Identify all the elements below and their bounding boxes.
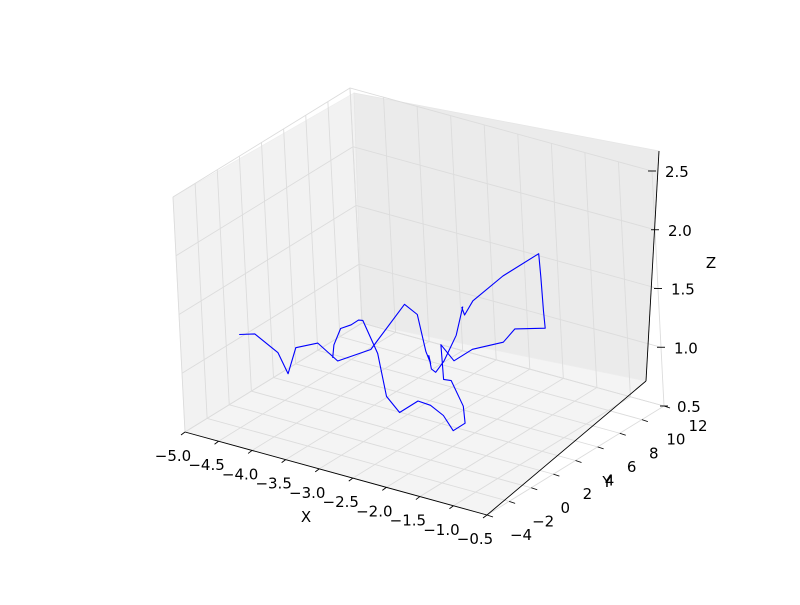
x-tick-label: −3.5 [255, 475, 291, 493]
y-tick-label: −2 [532, 512, 554, 530]
z-tick-label: 1.5 [671, 281, 695, 299]
y-tick [597, 446, 604, 450]
z-grid-line [178, 205, 659, 315]
x-tick-label: −0.5 [457, 530, 493, 548]
x-tick [482, 514, 488, 519]
x-tick [214, 440, 219, 445]
x-tick [415, 496, 421, 500]
y-tick [575, 460, 582, 463]
x-tick [382, 486, 387, 491]
y-tick-label: 4 [605, 472, 615, 490]
y-tick-label: 12 [688, 417, 707, 435]
x-tick [281, 459, 286, 464]
y-tick-label: 6 [627, 458, 637, 476]
x-tick [449, 505, 454, 510]
x-tick [348, 477, 354, 482]
z-grid-line [172, 87, 653, 198]
x-tick-label: −4.0 [222, 465, 258, 483]
x-axis-label: X [301, 508, 311, 526]
x-tick-label: −2.0 [356, 502, 392, 520]
tick-labels: −5.0−4.5−4.0−3.5−3.0−2.5−2.0−1.5−1.0−0.5… [155, 163, 708, 548]
x-tick [314, 468, 320, 473]
x-tick-label: −2.5 [323, 493, 359, 511]
y-tick [531, 487, 538, 491]
axis-ticks [180, 170, 671, 519]
x-axis-line [184, 431, 488, 516]
x-tick [180, 431, 186, 436]
y-tick-label: 8 [649, 444, 659, 462]
z-grid-line [184, 322, 665, 433]
y-tick [641, 419, 649, 423]
x-tick-label: −4.5 [188, 456, 224, 474]
y-axis-line [486, 380, 647, 516]
x-tick-label: −1.0 [423, 521, 459, 539]
x-tick-label: −5.0 [155, 447, 191, 465]
y-axis-label: Y [601, 473, 612, 491]
y-tick-label: −4 [510, 526, 532, 544]
grid-lines [172, 87, 665, 516]
y-tick-label: 0 [560, 499, 570, 517]
series-line [239, 253, 546, 432]
z-axis-line [645, 150, 660, 382]
y-tick-label: 10 [666, 431, 685, 449]
z-axis-label: Z [706, 254, 716, 272]
z-tick-label: 2.0 [668, 222, 692, 240]
z-tick-label: 1.0 [674, 339, 698, 357]
y-tick [553, 473, 560, 477]
z-tick-label: 2.5 [665, 163, 689, 181]
z-grid-line [181, 263, 662, 374]
y-tick [508, 500, 516, 504]
x-tick-label: −3.0 [289, 484, 325, 502]
z-grid-line [175, 146, 656, 257]
z-tick-label: 0.5 [677, 398, 701, 416]
y-tick [619, 432, 626, 436]
y-tick [486, 514, 494, 518]
y-tick-label: 2 [583, 485, 593, 503]
x-tick [247, 450, 253, 454]
x-tick-label: −1.5 [390, 512, 426, 530]
